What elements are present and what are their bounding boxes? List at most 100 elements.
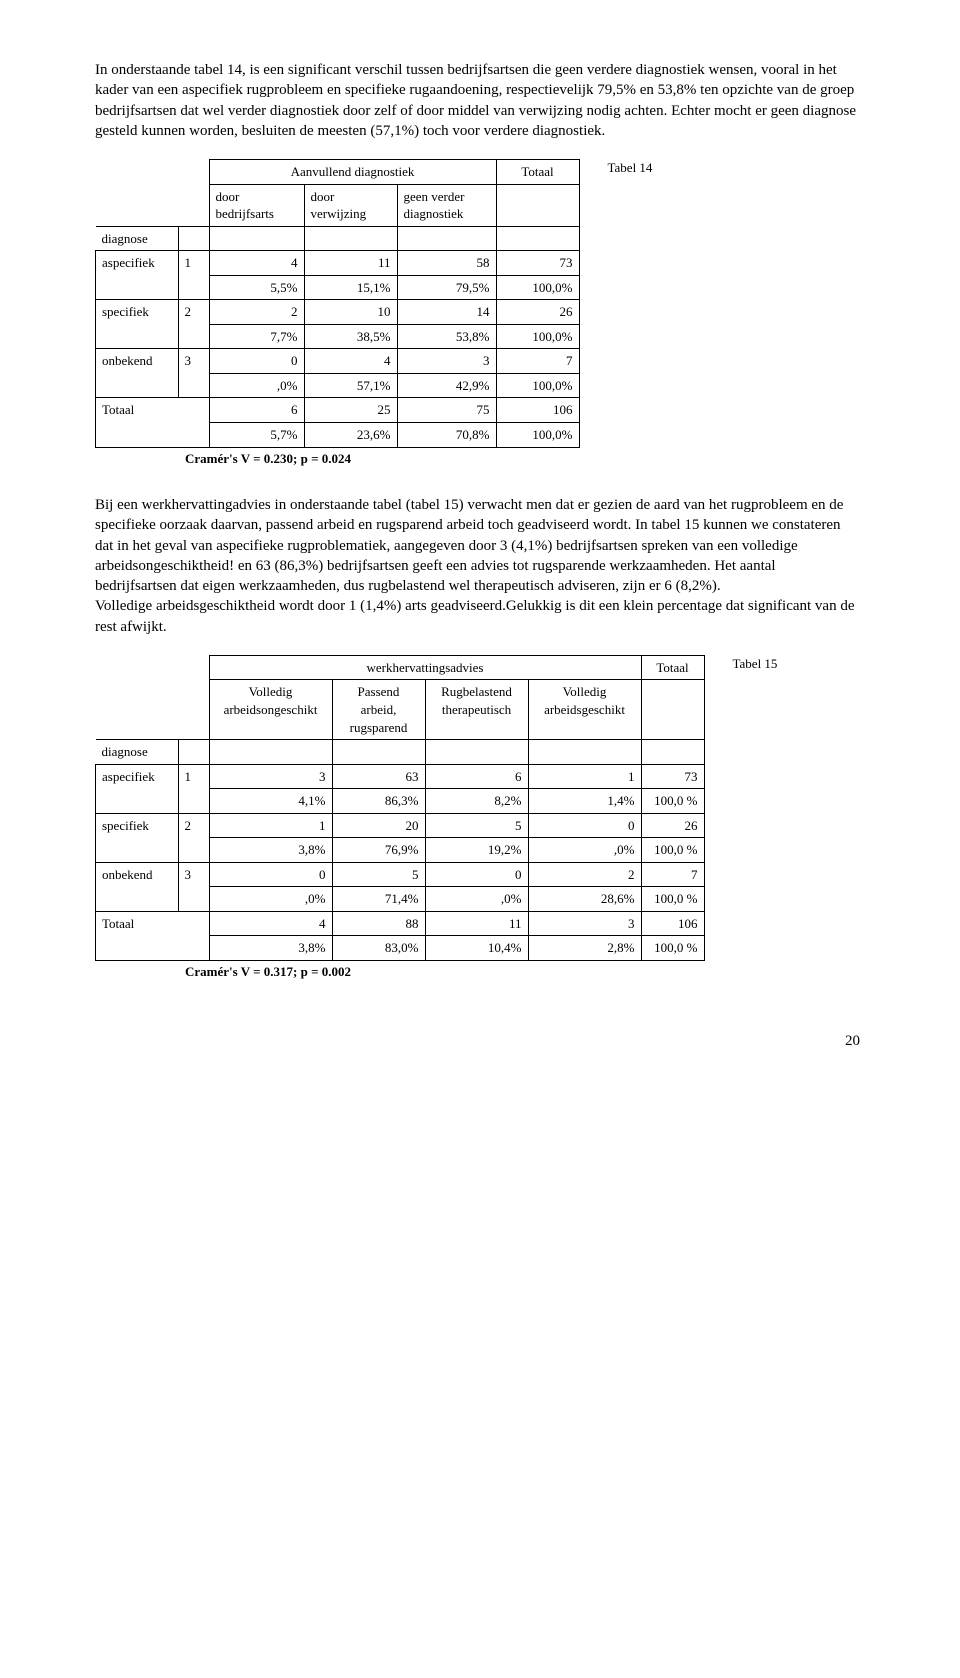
- cell: 1: [209, 813, 332, 838]
- diagnose-header: diagnose: [96, 740, 179, 765]
- cell: 7: [496, 349, 579, 374]
- table-row: onbekend 3 0 5 0 2 7: [96, 862, 705, 887]
- cell: 1,4%: [528, 789, 641, 814]
- cell: 86,3%: [332, 789, 425, 814]
- cell: 100,0 %: [641, 936, 704, 961]
- cell: 100,0%: [496, 324, 579, 349]
- table-row: diagnose: [96, 226, 580, 251]
- intro-paragraph-15a: Bij een werkhervattingadvies in ondersta…: [95, 495, 860, 596]
- col-header: Passend arbeid, rugsparend: [332, 680, 425, 740]
- cell: 5: [332, 862, 425, 887]
- row-idx: 1: [178, 764, 209, 813]
- diagnose-header: diagnose: [96, 226, 179, 251]
- table-row: onbekend 3 0 4 3 7: [96, 349, 580, 374]
- cell: ,0%: [528, 838, 641, 863]
- cell: 5,5%: [209, 275, 304, 300]
- cell: 4: [209, 911, 332, 936]
- cell: 100,0%: [496, 275, 579, 300]
- row-idx: 2: [178, 300, 209, 349]
- cell: 7,7%: [209, 324, 304, 349]
- row-label: specifiek: [96, 300, 179, 349]
- cramer-v-14: Cramér's V = 0.230; p = 0.024: [185, 450, 580, 468]
- row-idx: 1: [178, 251, 209, 300]
- cell: 3: [209, 764, 332, 789]
- cell: 75: [397, 398, 496, 423]
- cell: 100,0 %: [641, 789, 704, 814]
- col-header: Rugbelastend therapeutisch: [425, 680, 528, 740]
- cell: 73: [496, 251, 579, 276]
- header-total: Totaal: [641, 655, 704, 680]
- cell: 100,0 %: [641, 838, 704, 863]
- row-label: Totaal: [96, 911, 210, 960]
- col-header: door verwijzing: [304, 184, 397, 226]
- cell: 15,1%: [304, 275, 397, 300]
- cell: 26: [496, 300, 579, 325]
- header-group: werkhervattingsadvies: [209, 655, 641, 680]
- cell: 71,4%: [332, 887, 425, 912]
- table-row: aspecifiek 1 3 63 6 1 73: [96, 764, 705, 789]
- table-row: aspecifiek 1 4 11 58 73: [96, 251, 580, 276]
- cell: 28,6%: [528, 887, 641, 912]
- cell: 0: [209, 349, 304, 374]
- col-header: door bedrijfsarts: [209, 184, 304, 226]
- cell: 1: [528, 764, 641, 789]
- table-row: werkhervattingsadvies Totaal: [96, 655, 705, 680]
- row-idx: 3: [178, 862, 209, 911]
- cell: 100,0%: [496, 373, 579, 398]
- cell: 0: [528, 813, 641, 838]
- cell: 8,2%: [425, 789, 528, 814]
- page-number: 20: [95, 1031, 860, 1051]
- row-idx: 3: [178, 349, 209, 398]
- cell: 4,1%: [209, 789, 332, 814]
- cell: 19,2%: [425, 838, 528, 863]
- cell: 6: [209, 398, 304, 423]
- table-14: Aanvullend diagnostiek Totaal door bedri…: [95, 159, 580, 448]
- cell: 11: [304, 251, 397, 276]
- cell: 26: [641, 813, 704, 838]
- row-label: onbekend: [96, 862, 179, 911]
- cell: 11: [425, 911, 528, 936]
- cell: 5: [425, 813, 528, 838]
- cell: 4: [304, 349, 397, 374]
- row-label: aspecifiek: [96, 251, 179, 300]
- cell: 58: [397, 251, 496, 276]
- cell: 88: [332, 911, 425, 936]
- table-row: specifiek 2 2 10 14 26: [96, 300, 580, 325]
- cell: ,0%: [209, 887, 332, 912]
- row-idx: 2: [178, 813, 209, 862]
- cell: 4: [209, 251, 304, 276]
- table-14-caption: Tabel 14: [608, 159, 653, 177]
- table-15-wrap: werkhervattingsadvies Totaal Volledig ar…: [95, 655, 860, 981]
- intro-paragraph-14: In onderstaande tabel 14, is een signifi…: [95, 60, 860, 141]
- row-label: Totaal: [96, 398, 210, 447]
- cramer-v-15: Cramér's V = 0.317; p = 0.002: [185, 963, 705, 981]
- table-15-caption: Tabel 15: [733, 655, 778, 673]
- cell: 79,5%: [397, 275, 496, 300]
- cell: 38,5%: [304, 324, 397, 349]
- cell: 20: [332, 813, 425, 838]
- cell: 10: [304, 300, 397, 325]
- row-label: specifiek: [96, 813, 179, 862]
- table-14-wrap: Aanvullend diagnostiek Totaal door bedri…: [95, 159, 860, 467]
- cell: 73: [641, 764, 704, 789]
- row-label: aspecifiek: [96, 764, 179, 813]
- cell: 2: [528, 862, 641, 887]
- table-row: diagnose: [96, 740, 705, 765]
- cell: 6: [425, 764, 528, 789]
- cell: 0: [209, 862, 332, 887]
- cell: 3,8%: [209, 936, 332, 961]
- cell: 42,9%: [397, 373, 496, 398]
- header-total: Totaal: [496, 160, 579, 185]
- table-row: Aanvullend diagnostiek Totaal: [96, 160, 580, 185]
- cell: 106: [496, 398, 579, 423]
- table-15: werkhervattingsadvies Totaal Volledig ar…: [95, 655, 705, 961]
- cell: 70,8%: [397, 423, 496, 448]
- intro-paragraph-15b: Volledige arbeidsgeschiktheid wordt door…: [95, 596, 860, 637]
- col-header: Volledig arbeidsongeschikt: [209, 680, 332, 740]
- cell: 100,0 %: [641, 887, 704, 912]
- cell: 3: [528, 911, 641, 936]
- col-header: Volledig arbeidsgeschikt: [528, 680, 641, 740]
- cell: 63: [332, 764, 425, 789]
- cell: 10,4%: [425, 936, 528, 961]
- cell: 57,1%: [304, 373, 397, 398]
